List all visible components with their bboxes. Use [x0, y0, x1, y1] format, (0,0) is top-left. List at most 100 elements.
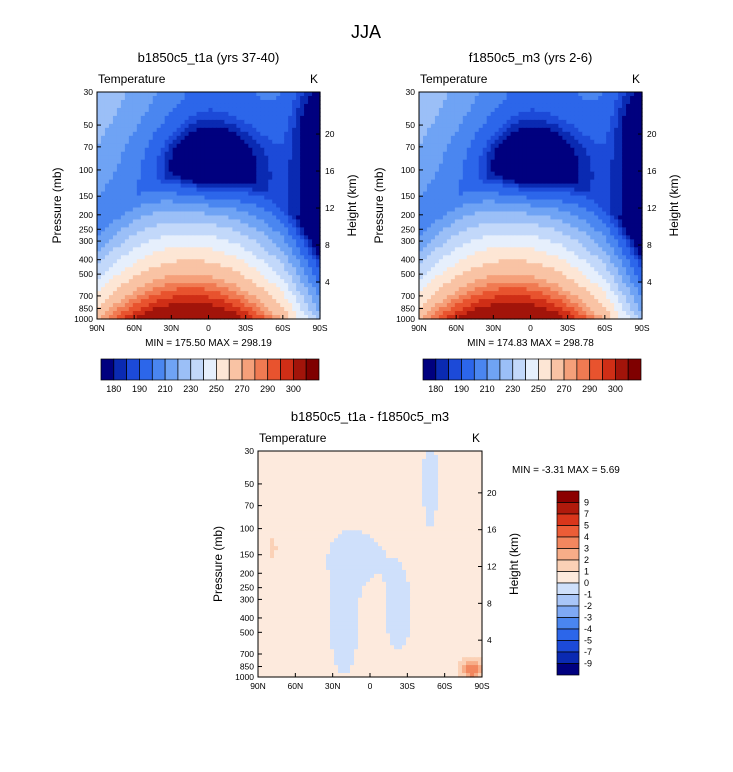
contour-cell — [112, 303, 118, 308]
contour-cell — [240, 307, 245, 312]
contour-cell — [164, 235, 170, 240]
contour-cell — [196, 95, 202, 101]
contour-cell — [184, 291, 190, 296]
contour-cell — [208, 135, 214, 141]
contour-cell — [108, 219, 114, 225]
contour-cell — [108, 291, 114, 296]
contour-cell — [212, 103, 218, 109]
contour-cell — [542, 159, 548, 165]
contour-cell — [450, 171, 456, 177]
contour-cell — [200, 219, 206, 225]
contour-cell — [248, 251, 253, 256]
contour-cell — [594, 135, 599, 141]
contour-cell — [240, 223, 245, 228]
contour-cell — [586, 115, 591, 121]
contour-cell — [450, 195, 456, 201]
contour-cell — [164, 195, 170, 201]
contour-cell — [128, 227, 134, 232]
contour-cell — [132, 119, 138, 125]
contour-cell — [172, 135, 178, 141]
contour-cell — [478, 191, 484, 197]
contour-cell — [638, 155, 643, 161]
contour-cell — [482, 131, 488, 137]
contour-cell — [120, 199, 126, 205]
contour-cell — [594, 147, 599, 153]
contour-cell — [538, 199, 544, 205]
contour-cell — [164, 147, 170, 153]
contour-cell — [240, 127, 245, 133]
contour-cell — [510, 131, 516, 137]
contour-cell — [466, 175, 472, 181]
contour-cell — [502, 119, 508, 125]
contour-cell — [630, 191, 635, 197]
contour-cell — [148, 139, 154, 145]
contour-cell — [426, 203, 432, 209]
contour-cell — [192, 163, 198, 169]
contour-cell — [506, 151, 512, 157]
contour-cell — [558, 155, 563, 161]
contour-cell — [610, 183, 615, 189]
contour-cell — [112, 103, 118, 109]
contour-cell — [260, 167, 265, 173]
contour-cell — [228, 259, 233, 264]
contour-cell — [108, 111, 114, 117]
contour-cell — [610, 99, 615, 105]
contour-cell — [622, 95, 627, 101]
colorbar-swatch — [293, 358, 307, 381]
contour-cell — [196, 179, 202, 185]
contour-cell — [100, 287, 106, 292]
contour-cell — [434, 143, 440, 149]
contour-cell — [546, 171, 552, 177]
contour-cell — [196, 135, 202, 141]
contour-cell — [494, 99, 500, 105]
contour-cell — [578, 143, 583, 149]
y-right-tick-label: 8 — [325, 240, 330, 250]
contour-cell — [232, 111, 237, 117]
contour-cell — [634, 203, 639, 209]
contour-cell — [638, 119, 643, 125]
contour-cell — [450, 175, 456, 181]
contour-cell — [594, 143, 599, 149]
contour-cell — [120, 231, 126, 236]
contour-cell — [554, 103, 559, 109]
contour-cell — [558, 183, 563, 189]
contour-cell — [240, 103, 245, 109]
contour-cell — [200, 175, 206, 181]
contour-cell — [462, 195, 468, 201]
contour-cell — [578, 175, 583, 181]
contour-cell — [486, 107, 492, 113]
contour-cell — [184, 247, 190, 252]
contour-cell — [264, 291, 269, 296]
contour-cell — [308, 307, 313, 312]
contour-cell — [184, 147, 190, 153]
contour-cell — [252, 291, 257, 296]
contour-cell — [614, 151, 619, 157]
contour-cell — [470, 139, 476, 145]
contour-cell — [300, 239, 305, 244]
contour-cell — [296, 111, 301, 117]
contour-cell — [288, 219, 293, 225]
contour-cell — [574, 203, 579, 209]
contour-cell — [494, 123, 500, 129]
contour-cell — [192, 115, 198, 121]
contour-cell — [562, 103, 567, 109]
contour-cell — [546, 211, 552, 217]
contour-cell — [486, 151, 492, 157]
contour-cell — [610, 191, 615, 197]
contour-cell — [152, 267, 158, 272]
contour-cell — [184, 267, 190, 272]
contour-cell — [510, 135, 516, 141]
contour-cell — [300, 175, 305, 181]
contour-cell — [288, 135, 293, 141]
contour-cell — [228, 251, 233, 256]
contour-cell — [422, 119, 428, 125]
contour-cell — [284, 175, 289, 181]
contour-cell — [212, 235, 218, 240]
contour-cell — [212, 191, 218, 197]
contour-cell — [164, 283, 170, 288]
contour-cell — [276, 291, 281, 296]
contour-cell — [316, 271, 321, 276]
contour-cell — [312, 139, 317, 145]
contour-cell — [180, 123, 186, 129]
contour-cell — [128, 283, 134, 288]
